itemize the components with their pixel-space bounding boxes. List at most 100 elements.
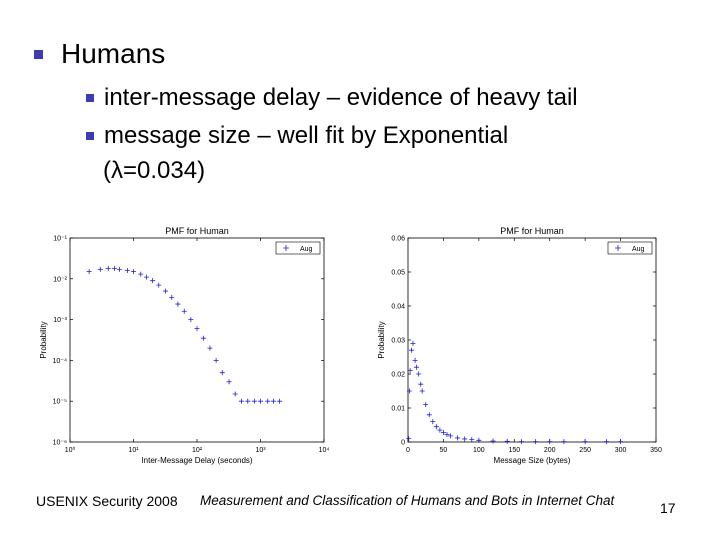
plot-area (407, 237, 657, 443)
data-point (430, 419, 436, 425)
footer-title: Measurement and Classification of Humans… (200, 493, 615, 508)
data-point (86, 269, 92, 275)
y-tick-label: 0.05 (391, 270, 405, 277)
data-point (603, 439, 609, 445)
data-point (504, 438, 510, 444)
data-point (219, 370, 225, 376)
data-point (618, 439, 624, 445)
x-tick-label: 10¹ (128, 447, 139, 454)
x-tick-label: 250 (579, 447, 591, 454)
x-tick-label: 200 (544, 447, 556, 454)
y-tick-label: 10⁻³ (53, 317, 67, 324)
data-point (561, 439, 567, 445)
data-point (213, 357, 219, 363)
heading-text: Humans (61, 38, 166, 69)
y-tick-label: 0.03 (391, 338, 405, 345)
data-point (238, 398, 244, 404)
x-tick-label: 10³ (255, 447, 266, 454)
y-tick-label: 10⁻⁶ (53, 440, 67, 447)
x-tick-label: 50 (440, 447, 448, 454)
y-axis-label: Probability (39, 321, 48, 358)
data-point (150, 278, 156, 284)
data-point (547, 439, 553, 445)
data-point (448, 433, 454, 439)
legend-label: Aug (632, 246, 645, 253)
sub-bullet-2-continuation: (λ=0.034) (103, 157, 206, 184)
data-point (232, 391, 238, 397)
x-tick-label: 10⁴ (319, 447, 330, 454)
legend-label: Aug (300, 246, 313, 253)
x-tick-label: 150 (508, 447, 520, 454)
data-point (169, 294, 175, 300)
data-point (138, 271, 144, 277)
square-bullet-icon (34, 49, 43, 59)
data-point (407, 368, 413, 374)
page-number: 17 (660, 500, 676, 516)
y-tick-label: 0.04 (391, 304, 405, 311)
sub-bullet-2: message size – well fit by Exponential (86, 122, 508, 150)
plot-area (69, 237, 325, 443)
data-point (406, 436, 412, 442)
x-axis-label: Inter-Message Delay (seconds) (141, 456, 252, 465)
x-tick-label: 300 (615, 447, 627, 454)
data-point (251, 398, 257, 404)
x-tick-label: 0 (406, 447, 410, 454)
data-point (426, 412, 432, 418)
data-point (414, 364, 420, 370)
data-point (265, 398, 271, 404)
y-tick-label: 10⁻⁴ (53, 358, 68, 365)
data-point (143, 274, 149, 280)
y-tick-label: 0.01 (391, 406, 405, 413)
data-point (131, 269, 136, 275)
x-tick-label: 10² (192, 447, 203, 454)
legend-box (275, 241, 321, 255)
data-point (105, 265, 111, 271)
y-tick-label: 10⁻⁵ (53, 399, 67, 406)
y-tick-label: 0.06 (391, 236, 405, 243)
data-point (455, 435, 461, 441)
data-point (163, 288, 169, 294)
data-point (423, 402, 429, 408)
y-axis-label: Probability (377, 321, 386, 358)
data-point (462, 436, 468, 442)
legend-box (607, 241, 653, 255)
data-point (194, 326, 200, 332)
data-point (418, 381, 424, 387)
chart-title: PMF for Human (500, 226, 564, 236)
x-tick-label: 100 (473, 447, 485, 454)
data-point (476, 437, 482, 443)
y-tick-label: 0 (401, 440, 405, 447)
sub-bullet-1: inter-message delay – evidence of heavy … (86, 84, 578, 112)
data-point (409, 347, 415, 353)
data-point (226, 379, 232, 385)
y-tick-label: 10⁻² (53, 276, 67, 283)
data-point (200, 335, 206, 341)
data-point (258, 398, 263, 404)
data-point (433, 424, 439, 430)
data-point (116, 266, 122, 272)
data-point (444, 432, 450, 438)
data-point (270, 398, 276, 404)
x-axis-label: Message Size (bytes) (494, 456, 571, 465)
sub-bullet-2-text: message size – well fit by Exponential (104, 122, 509, 149)
chart-delay: PMF for Human 10⁰ 10¹ 10² 10³ 10⁴ 10⁻⁶ 10⁻⁵ 10⁻⁴… (39, 226, 330, 465)
data-point (518, 439, 524, 445)
data-point (188, 317, 194, 323)
chart-size: PMF for Human 0 50 100 150 200 250 300 350 0 0.01 0… (377, 226, 662, 465)
x-tick-label: 10⁰ (65, 446, 76, 454)
data-point (533, 439, 539, 445)
data-point (124, 267, 130, 273)
sub-bullet-1-text: inter-message delay – evidence of heavy … (104, 84, 578, 111)
data-point (245, 398, 251, 404)
data-point (406, 388, 412, 394)
data-point (97, 266, 103, 272)
data-point (181, 308, 187, 314)
legend-marker (615, 245, 621, 251)
footer-venue: USENIX Security 2008 (36, 493, 178, 509)
data-point (175, 301, 181, 307)
data-point (437, 427, 443, 433)
data-point (416, 371, 422, 377)
y-tick-label: 10⁻¹ (53, 236, 67, 243)
square-bullet-icon (86, 132, 94, 140)
legend-marker (283, 245, 289, 251)
